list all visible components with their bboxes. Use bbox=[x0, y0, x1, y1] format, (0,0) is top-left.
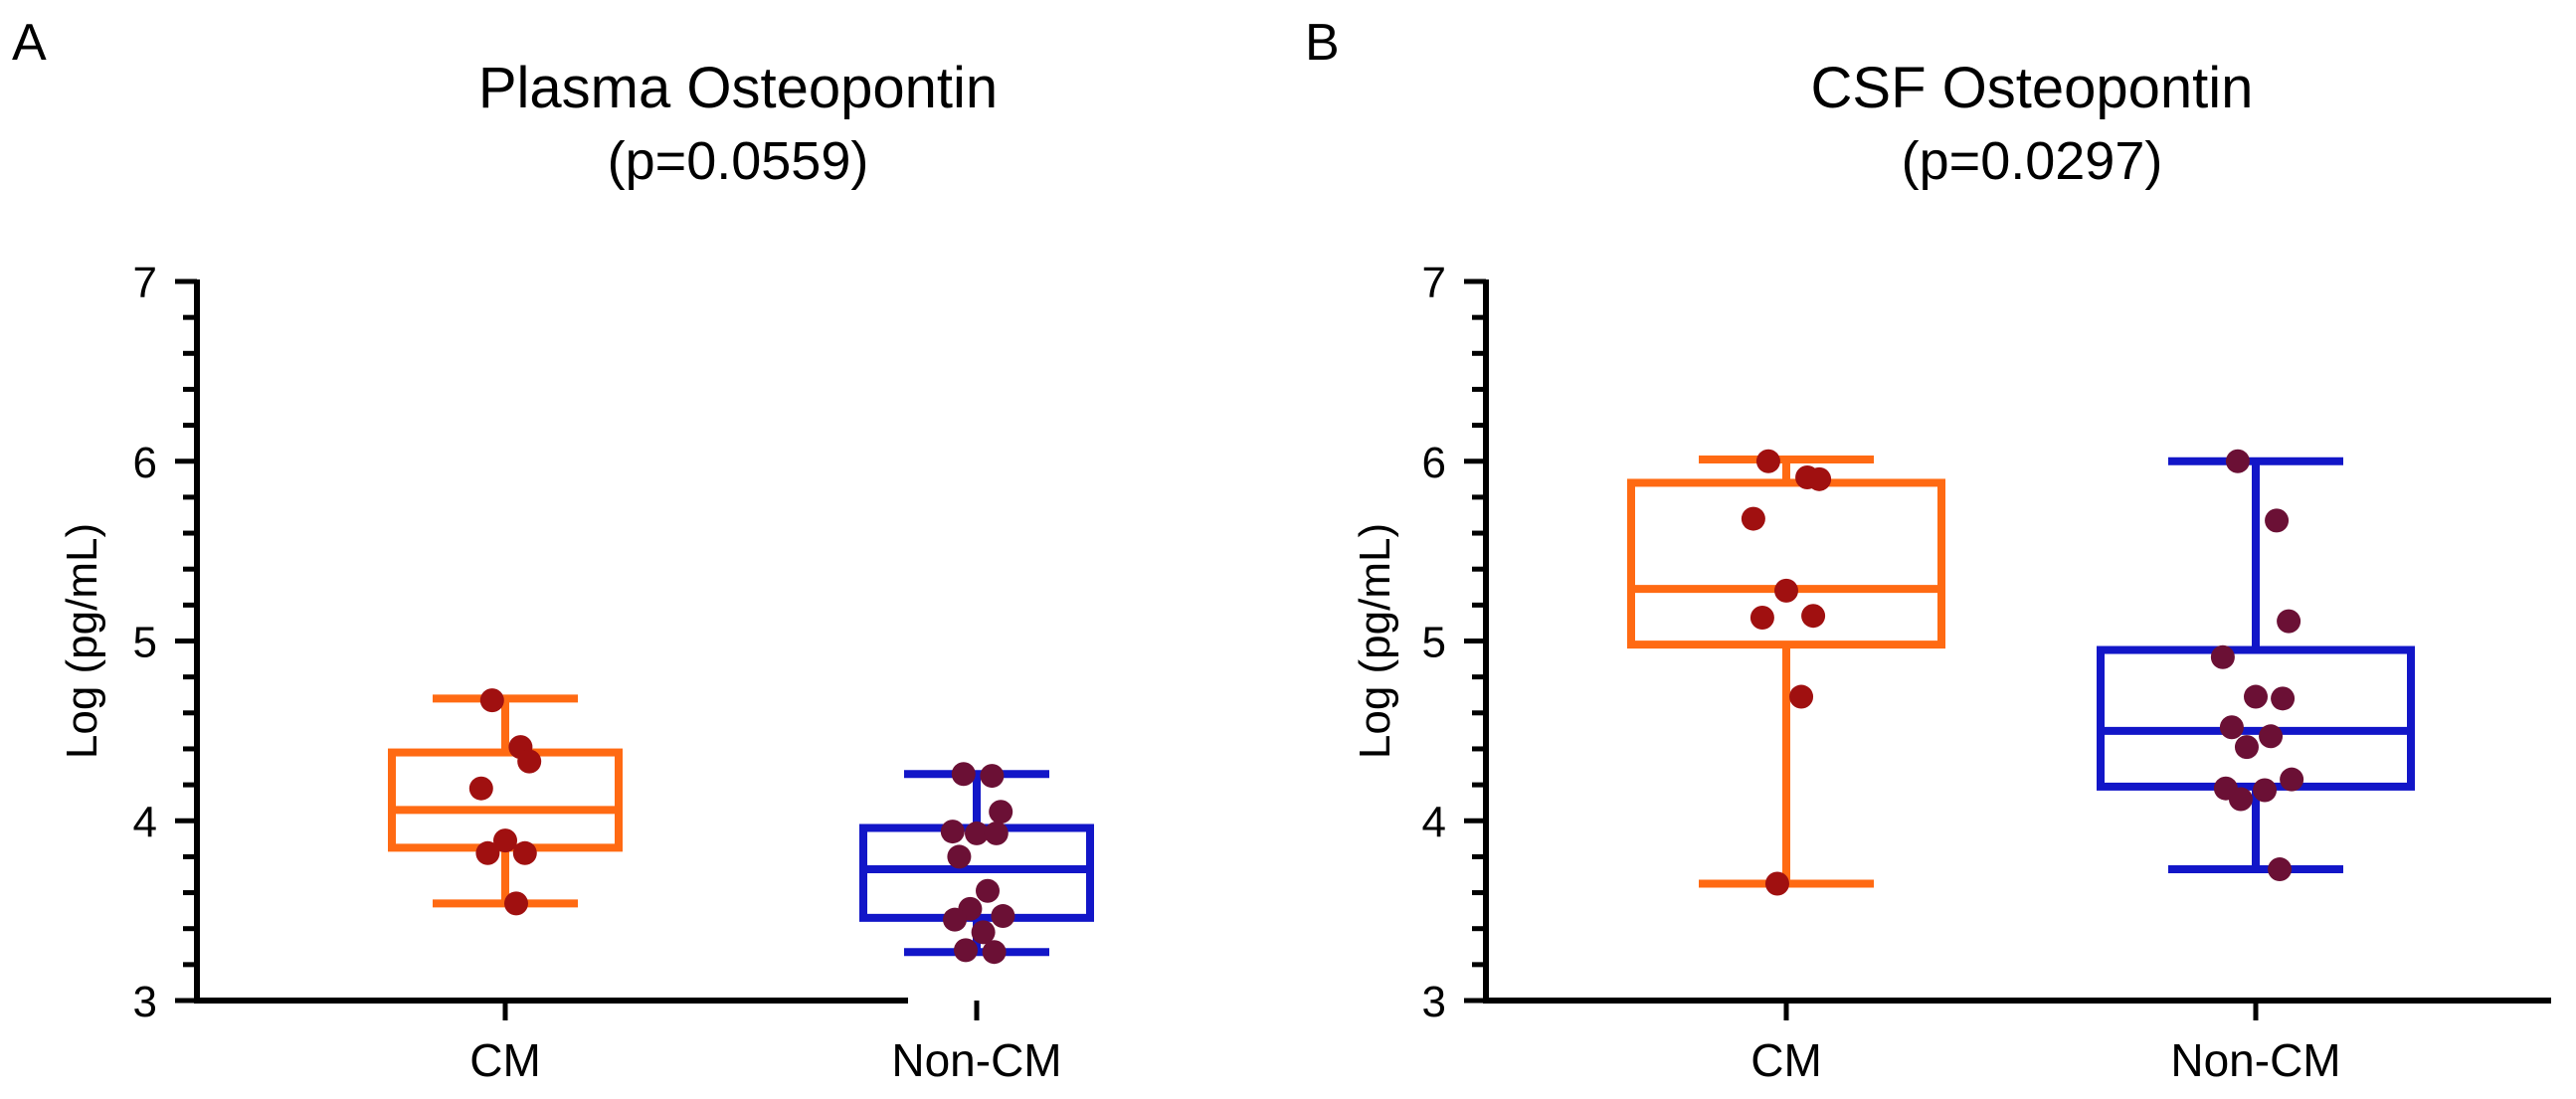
chart-subtitle: (p=0.0297) bbox=[1902, 131, 2163, 191]
data-point bbox=[971, 920, 996, 945]
data-point bbox=[1807, 466, 1832, 491]
data-point bbox=[2225, 449, 2250, 473]
data-point bbox=[1774, 578, 1798, 603]
y-tick-label: 5 bbox=[133, 619, 157, 667]
data-point bbox=[2234, 735, 2259, 760]
data-point bbox=[1741, 506, 1765, 531]
data-point bbox=[2280, 767, 2304, 792]
data-point bbox=[1789, 684, 1814, 709]
data-point bbox=[2271, 686, 2296, 711]
box-iqr bbox=[2097, 645, 2415, 791]
y-axis-label: Log (pg/mL) bbox=[58, 523, 106, 759]
y-tick-label: 6 bbox=[1422, 439, 1446, 487]
data-point bbox=[493, 828, 517, 853]
panel-letter: A bbox=[12, 14, 47, 72]
chart-title: Plasma Osteopontin bbox=[478, 56, 998, 120]
data-point bbox=[982, 940, 1007, 965]
y-tick-label: 3 bbox=[133, 978, 157, 1026]
data-point bbox=[1801, 604, 1826, 629]
data-point bbox=[954, 938, 978, 963]
data-point bbox=[965, 821, 989, 845]
data-point bbox=[989, 800, 1013, 824]
data-point bbox=[468, 776, 493, 801]
chart-panel-b: B CSF Osteopontin (p=0.0297) 3 4 5 6 7 Log (pg/m… bbox=[1305, 14, 2551, 1086]
data-point bbox=[943, 907, 967, 932]
x-category-label: Non-CM bbox=[2170, 1034, 2340, 1086]
chart-subtitle: (p=0.0559) bbox=[608, 131, 869, 191]
panel-letter: B bbox=[1305, 14, 1340, 72]
data-point bbox=[980, 764, 1005, 789]
box-plot-cm bbox=[1627, 449, 1945, 896]
y-tick-label: 7 bbox=[1422, 259, 1446, 307]
x-category-label: CM bbox=[1750, 1034, 1822, 1086]
y-tick-label: 4 bbox=[133, 798, 157, 846]
data-point bbox=[2244, 684, 2268, 709]
data-point bbox=[512, 840, 537, 865]
y-tick-label: 4 bbox=[1422, 798, 1446, 846]
data-point bbox=[475, 840, 500, 865]
data-point bbox=[947, 844, 972, 869]
data-point bbox=[517, 749, 542, 774]
y-axis-label: Log (pg/mL) bbox=[1351, 523, 1399, 759]
y-tick-label: 6 bbox=[133, 439, 157, 487]
data-point bbox=[2253, 778, 2278, 803]
box-plot-non-cm bbox=[2097, 449, 2415, 882]
data-point bbox=[1764, 871, 1789, 896]
data-point bbox=[951, 762, 976, 787]
data-point bbox=[2228, 787, 2253, 812]
x-category-label: Non-CM bbox=[891, 1034, 1061, 1086]
chart-panel-a: A Plasma Osteopontin (p=0.0559) 3 4 5 6 7 Log (p… bbox=[12, 14, 1094, 1086]
data-point bbox=[2259, 724, 2284, 749]
data-point bbox=[2268, 857, 2293, 882]
y-tick-label: 3 bbox=[1422, 978, 1446, 1026]
box-plot-non-cm bbox=[859, 762, 1094, 965]
data-point bbox=[2265, 508, 2290, 533]
data-point bbox=[976, 878, 1000, 903]
box-iqr bbox=[1627, 478, 1945, 649]
data-point bbox=[940, 820, 965, 844]
chart-title: CSF Osteopontin bbox=[1811, 56, 2254, 120]
data-point bbox=[2219, 715, 2244, 740]
data-point bbox=[2277, 609, 2301, 634]
data-point bbox=[1749, 606, 1774, 631]
y-tick-label: 7 bbox=[133, 259, 157, 307]
data-point bbox=[479, 688, 504, 713]
data-point bbox=[1755, 449, 1780, 473]
data-point bbox=[2210, 644, 2235, 669]
data-point bbox=[984, 821, 1009, 845]
data-point bbox=[991, 904, 1015, 929]
data-point bbox=[504, 891, 528, 916]
x-category-label: CM bbox=[469, 1034, 541, 1086]
box-plot-cm bbox=[388, 688, 623, 916]
y-tick-label: 5 bbox=[1422, 619, 1446, 667]
